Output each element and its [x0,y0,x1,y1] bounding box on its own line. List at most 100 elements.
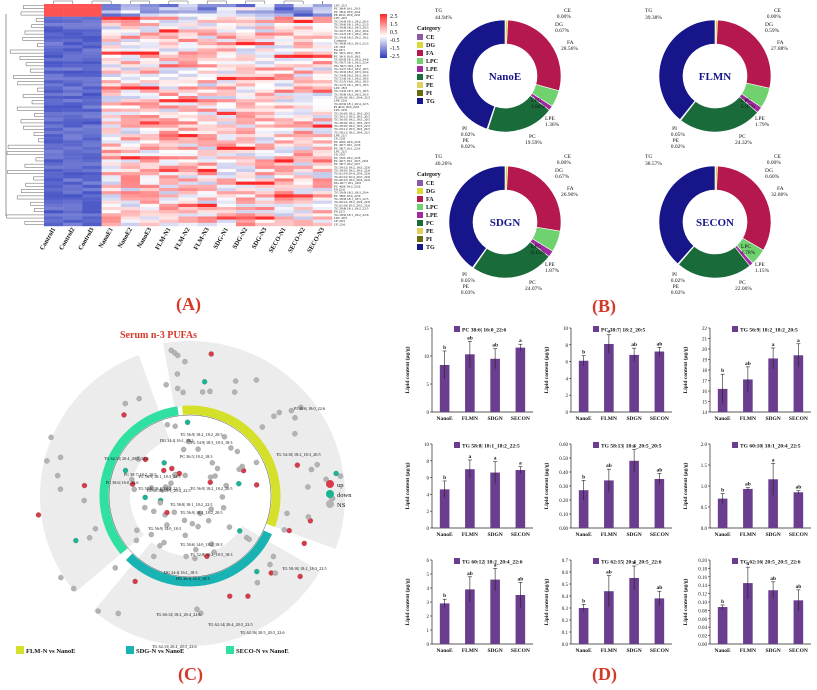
donut-label-pe-name: PE [463,138,470,144]
heatmap-cell [101,67,121,71]
bar-letter: b [443,345,446,351]
circle-point [231,389,238,395]
heatmap-cell [140,159,160,163]
heatmap-cell [255,29,275,33]
circle-point [142,456,149,463]
donut-label-pi-value: 0.02% [671,278,686,284]
heatmap-cell [197,197,217,201]
heatmap-cell [274,200,294,204]
col-dendrogram-link [91,0,112,4]
donut-legend-title: Category [417,172,441,178]
heatmap-cell [293,216,313,220]
heatmap-cell [293,159,313,163]
heatmap-cell [101,48,121,52]
heatmap-cell [82,45,102,49]
circle-point [209,460,215,466]
circle-point [169,465,175,472]
heatmap-cell [120,216,141,220]
heatmap-cell [274,80,294,84]
heatmap-row-label: TG 58:8| 18:1_18:2_22:5 [334,207,369,211]
heatmap-cell [274,4,294,8]
heatmap-cell [159,156,179,160]
ring-inner-line [108,414,272,578]
bar-legend-swatch [732,326,738,332]
heatmap-cell [255,187,275,192]
heatmap-cell [312,51,333,55]
heatmap-cell [82,118,102,122]
heatmap-cell [120,13,141,17]
heatmap-cell [293,184,313,189]
heatmap-cell [293,162,313,166]
heatmap-cell [82,200,102,204]
heatmap-cell [197,80,217,84]
heatmap-cell [274,203,294,208]
heatmap-cell [140,210,160,214]
heatmap-cell [255,4,275,8]
heatmap-cell [293,191,313,195]
heatmap-cell [216,124,237,128]
circle-point [151,553,157,560]
heatmap-cell [82,108,102,113]
donut-label-dg-value: 0.59% [765,28,780,34]
heatmap-cell [236,48,256,52]
heatmap-cell [274,159,294,163]
heatmap-cell [159,42,179,46]
heatmap-cell [216,108,237,113]
heatmap-cells [44,4,333,227]
heatmap-cell [216,35,237,40]
heatmap-cell [274,115,294,119]
heatmap-cell [101,191,121,195]
heatmap-cell [274,140,294,144]
heatmap-row-label: PC 38:7| 18:2_20:5 [334,162,361,166]
heatmap-cell [274,143,294,147]
heatmap-cell [216,172,237,176]
heatmap-cell [312,54,333,59]
bar-letter: ab [517,576,523,582]
circle-point [207,474,214,480]
heatmap-cell [120,121,141,125]
heatmap-cell [159,80,179,84]
heatmap-cell [44,48,64,52]
heatmap-cell [140,102,160,106]
heatmap-row-label: TG 56:7| 18:1_18:2_20:4 [334,29,369,33]
heatmap-cell [120,213,141,217]
circle-point [284,510,290,517]
heatmap-cell [140,54,160,59]
heatmap-cell [197,168,217,173]
heatmap-cell [274,184,294,189]
heatmap-cell [63,115,83,119]
heatmap-cell [236,99,256,103]
heatmap-cell [120,137,141,141]
heatmap-cell [197,38,217,43]
heatmap-row-label: TG 56:10| 18:2_18:3_20:5 [334,111,370,115]
heatmap-cell [140,143,160,147]
heatmap-cell [44,156,64,160]
heatmap-cell [255,172,275,176]
bar [515,470,526,528]
bar-y-tick-label: 0 [427,411,430,416]
heatmap-cell [120,83,141,87]
heatmap-cell [120,194,141,198]
heatmap-cell [178,45,198,49]
heatmap-cell [293,64,313,68]
heatmap-cell [312,42,333,46]
bar-letter: ab [606,463,612,469]
heatmap-cell [101,35,121,40]
heatmap-cell [159,64,179,68]
heatmap-cell [178,200,198,204]
heatmap-scale-tick: -0.5 [390,38,400,44]
donut-label-pc-name: PC [739,280,746,286]
circle-point [180,389,186,396]
heatmap-cell [312,35,333,40]
circle-point [184,419,191,425]
heatmap-cell [216,48,237,52]
heatmap-cell [82,89,102,93]
heatmap-cell [255,134,275,138]
donut-chart: FLMNTG39.38%CE0.00%DG0.59%FA27.88%LPC5.9… [645,8,788,150]
heatmap-row-label: FA 22:6 [334,187,345,191]
bar [743,488,753,528]
circle-point [148,531,155,538]
heatmap-cell [140,64,160,68]
bar [768,479,778,528]
